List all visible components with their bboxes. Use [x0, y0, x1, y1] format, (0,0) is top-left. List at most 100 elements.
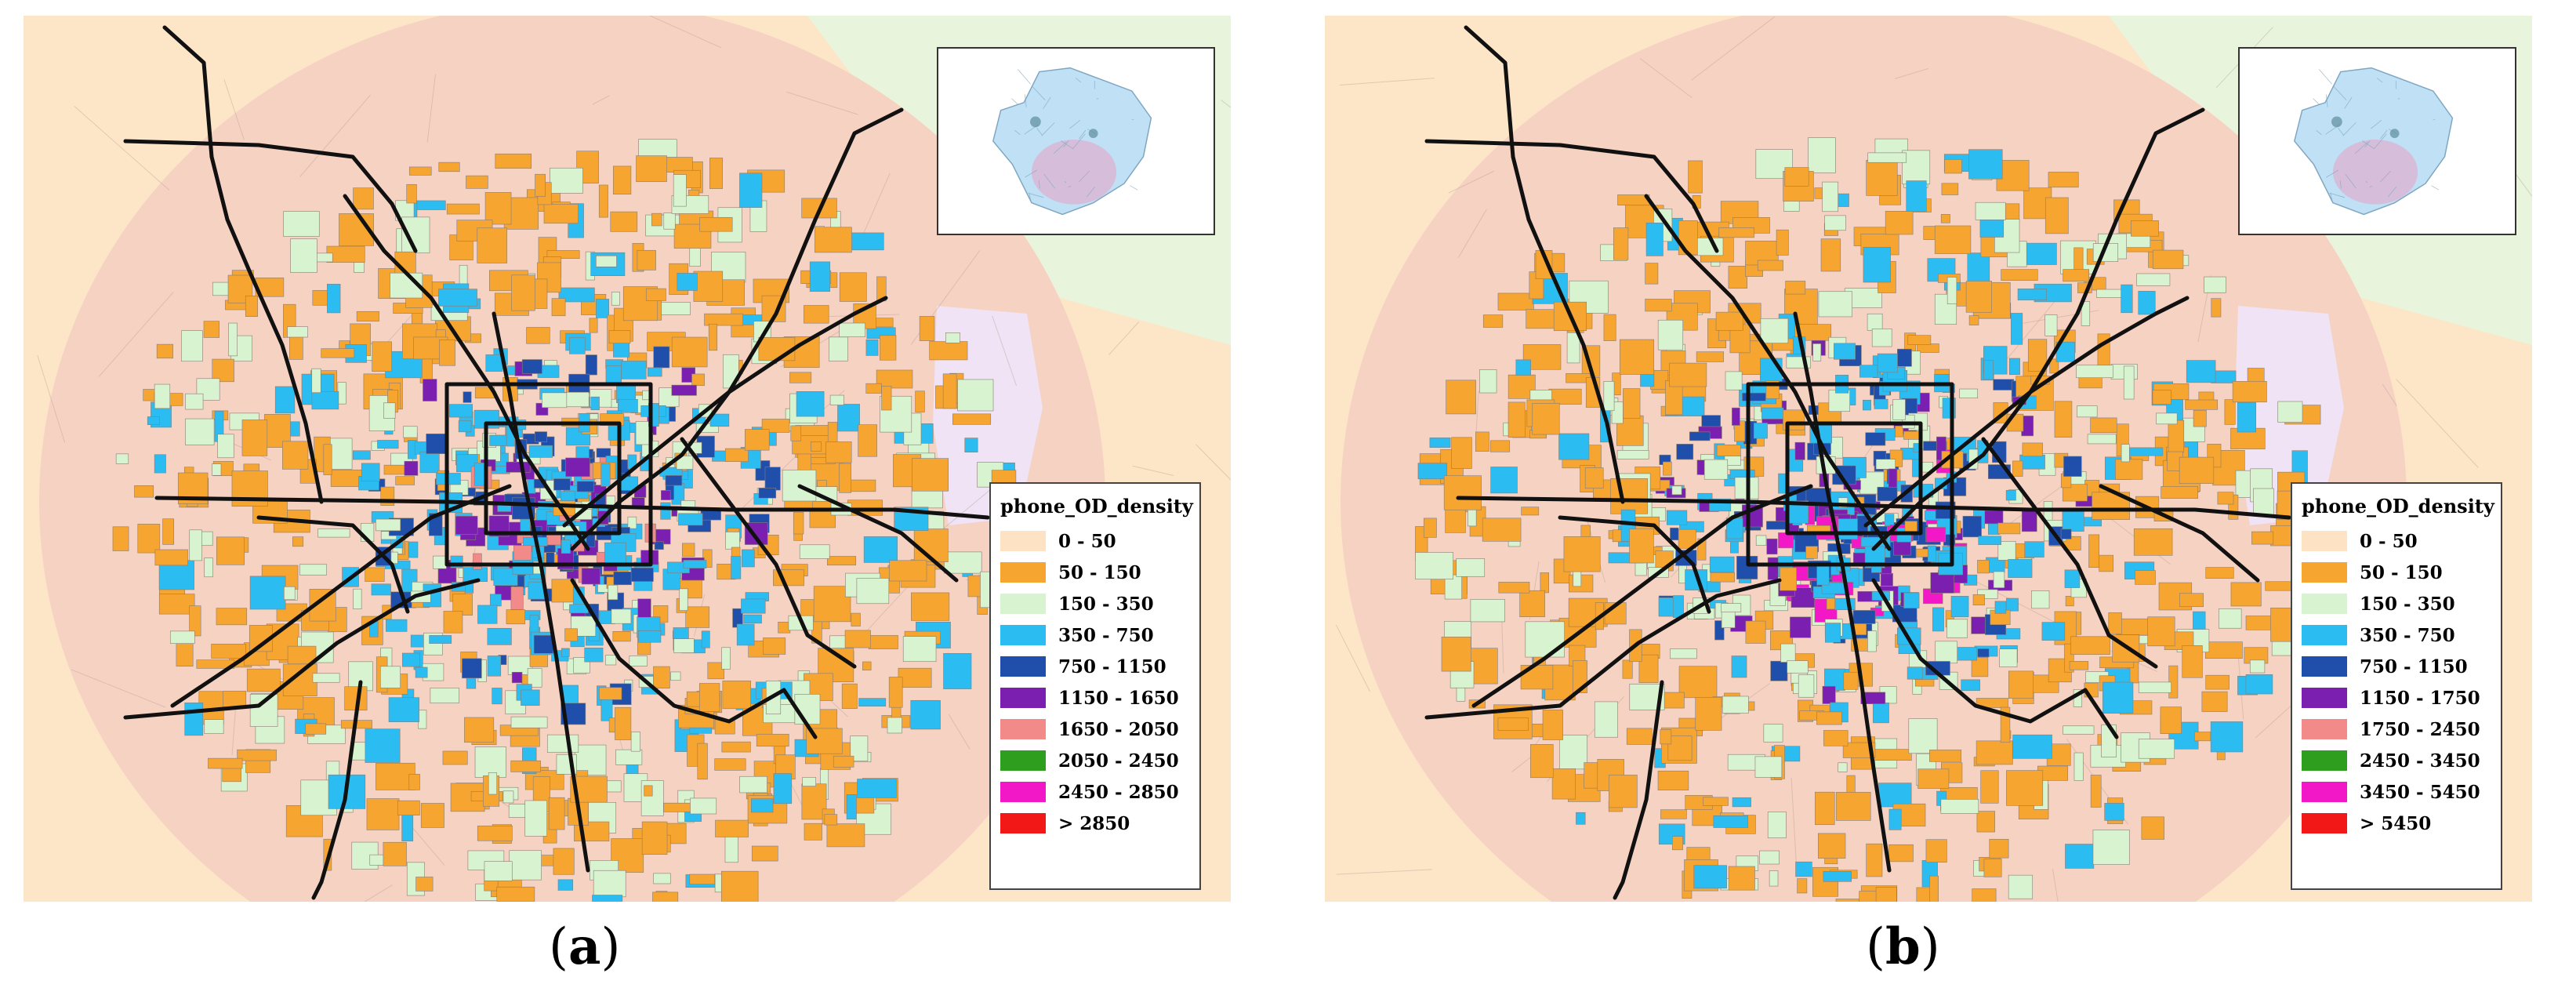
legend-item: 3450 - 5450: [2302, 776, 2491, 808]
legend-item: > 5450: [2302, 808, 2491, 839]
legend-item: 150 - 350: [2302, 588, 2491, 619]
legend-label: 3450 - 5450: [2360, 781, 2480, 803]
subway-line: [680, 437, 857, 669]
legend-label: 1150 - 1650: [1058, 687, 1179, 709]
legend-item: 1650 - 2050: [1000, 714, 1190, 745]
legend-item: > 2850: [1000, 808, 1190, 839]
map-panel-b: phone_OD_density 0 - 50 50 - 150 150 - 350…: [1325, 16, 2532, 902]
legend-item: 2050 - 2450: [1000, 745, 1190, 776]
legend-item: 2450 - 3450: [2302, 745, 2491, 776]
legend-label: 1750 - 2450: [2360, 718, 2480, 740]
legend-item: 1150 - 1750: [2302, 682, 2491, 714]
legend-item: 0 - 50: [1000, 525, 1190, 557]
legend-label: 350 - 750: [2360, 624, 2455, 646]
subway-line: [570, 578, 818, 739]
subway-line: [123, 139, 418, 253]
legend-swatch: [2302, 688, 2347, 708]
legend-label: 2450 - 2850: [1058, 781, 1179, 803]
subway-line: [1471, 484, 1813, 708]
legend-swatch: [2302, 656, 2347, 677]
subway-line: [1871, 578, 2119, 739]
subway-line: [1746, 382, 1954, 567]
legend-swatch: [1000, 750, 1046, 771]
map-panel-a: phone_OD_density 0 - 50 50 - 150 150 - 350…: [24, 16, 1231, 902]
subway-line: [170, 484, 512, 708]
legend-item: 750 - 1150: [1000, 651, 1190, 682]
legend: phone_OD_density 0 - 50 50 - 150 150 - 350…: [989, 482, 1201, 890]
subway-line: [1644, 194, 1892, 551]
legend-item: 750 - 1150: [2302, 651, 2491, 682]
legend-swatch: [2302, 813, 2347, 833]
panel-caption-a: (a): [549, 917, 621, 976]
legend-title: phone_OD_density: [1000, 495, 1193, 518]
subway-line: [444, 382, 653, 567]
legend-swatch: [1000, 562, 1046, 583]
subway-line: [1424, 578, 1782, 720]
legend-rows: 0 - 50 50 - 150 150 - 350 350 - 750 750 - 11…: [2302, 525, 2491, 839]
legend: phone_OD_density 0 - 50 50 - 150 150 - 350…: [2291, 482, 2502, 890]
legend-label: 0 - 50: [1058, 530, 1116, 552]
legend-swatch: [2302, 531, 2347, 551]
subway-line: [1464, 25, 1625, 504]
caption-letter: a: [568, 917, 601, 976]
caption-letter: b: [1885, 917, 1921, 976]
subway-line: [1981, 437, 2158, 669]
legend-swatch: [1000, 594, 1046, 614]
subway-line: [123, 578, 481, 720]
legend-swatch: [2302, 562, 2347, 583]
legend-swatch: [2302, 594, 2347, 614]
subway-line: [162, 25, 324, 504]
subway-line: [1863, 296, 2190, 528]
subway-line: [311, 680, 363, 900]
subway-line: [1793, 311, 1892, 873]
subway-line: [570, 107, 904, 551]
panel-caption-b: (b): [1866, 917, 1940, 976]
legend-item: 2450 - 2850: [1000, 776, 1190, 808]
legend-label: 2050 - 2450: [1058, 750, 1179, 772]
legend-rows: 0 - 50 50 - 150 150 - 350 350 - 750 750 - 11…: [1000, 525, 1190, 839]
legend-label: 150 - 350: [2360, 593, 2455, 615]
legend-label: 350 - 750: [1058, 624, 1154, 646]
subway-line: [343, 194, 590, 551]
subway-line: [492, 311, 590, 873]
legend-swatch: [2302, 750, 2347, 771]
legend-item: 1150 - 1650: [1000, 682, 1190, 714]
legend-swatch: [2302, 782, 2347, 802]
legend-label: > 2850: [1058, 812, 1130, 834]
legend-label: 750 - 1150: [2360, 656, 2468, 677]
inset-locator-map: [937, 47, 1215, 235]
legend-label: 1650 - 2050: [1058, 718, 1179, 740]
legend-title: phone_OD_density: [2302, 495, 2494, 518]
legend-swatch: [1000, 531, 1046, 551]
legend-swatch: [1000, 782, 1046, 802]
subway-line: [1424, 139, 1719, 253]
legend-label: 50 - 150: [1058, 561, 1141, 583]
legend-swatch: [1000, 625, 1046, 645]
legend-item: 350 - 750: [2302, 619, 2491, 651]
subway-line: [256, 515, 410, 614]
legend-label: 1150 - 1750: [2360, 687, 2480, 709]
legend-label: 750 - 1150: [1058, 656, 1166, 677]
legend-item: 1750 - 2450: [2302, 714, 2491, 745]
subway-line: [1613, 680, 1664, 900]
legend-label: 0 - 50: [2360, 530, 2418, 552]
legend-swatch: [1000, 813, 1046, 833]
subway-line: [1871, 107, 2205, 551]
legend-item: 150 - 350: [1000, 588, 1190, 619]
legend-label: 50 - 150: [2360, 561, 2443, 583]
inset-locator-map: [2238, 47, 2516, 235]
legend-swatch: [1000, 688, 1046, 708]
legend-label: > 5450: [2360, 812, 2432, 834]
legend-item: 50 - 150: [1000, 557, 1190, 588]
subway-line: [562, 296, 888, 528]
subway-line: [2099, 484, 2260, 583]
legend-swatch: [1000, 656, 1046, 677]
legend-swatch: [2302, 625, 2347, 645]
legend-item: 50 - 150: [2302, 557, 2491, 588]
subway-line: [1558, 515, 1711, 614]
legend-swatch: [1000, 719, 1046, 739]
legend-item: 0 - 50: [2302, 525, 2491, 557]
legend-label: 2450 - 3450: [2360, 750, 2480, 772]
legend-label: 150 - 350: [1058, 593, 1154, 615]
subway-line: [797, 484, 959, 583]
